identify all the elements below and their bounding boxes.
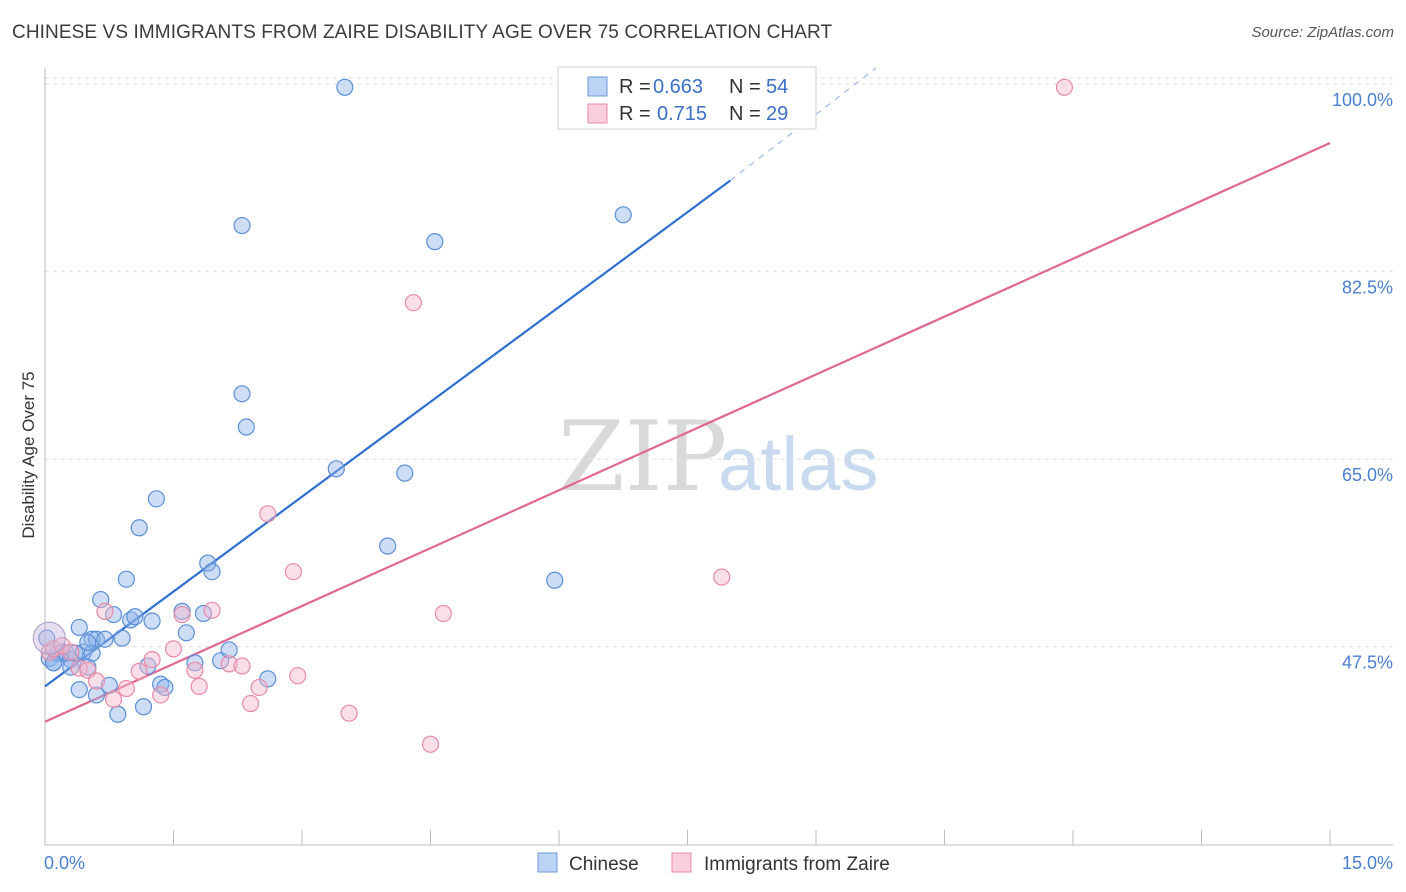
watermark: ZIP atlas <box>558 401 879 513</box>
point-zaire-28 <box>434 604 452 623</box>
legend-n-value-chinese: 54 <box>766 76 788 98</box>
point-zaire-19 <box>233 657 251 675</box>
point-chinese-34 <box>203 563 221 581</box>
legend-r-label-chinese: R = <box>619 76 651 98</box>
point-chinese-15 <box>100 676 118 694</box>
point-zaire-12 <box>152 686 170 704</box>
watermark-zip: ZIP <box>558 401 727 513</box>
series-legend-swatch-zaire <box>671 852 692 873</box>
x-tick-label-min: 0.0% <box>44 853 85 873</box>
series-legend-label-chinese: Chinese <box>569 854 639 875</box>
point-zaire-29 <box>713 568 731 586</box>
legend-swatch-chinese <box>587 76 608 97</box>
point-zaire-16 <box>190 677 208 695</box>
point-zaire-9 <box>117 679 135 698</box>
y-tick-labels: 47.5% 65.0% 82.5% 100.0% <box>1332 90 1393 673</box>
point-zaire-7 <box>96 602 114 620</box>
point-zaire-10 <box>130 662 148 680</box>
point-zaire-22 <box>259 505 277 523</box>
watermark-atlas: atlas <box>718 422 879 507</box>
point-chinese-39 <box>237 418 255 436</box>
point-chinese-38 <box>233 216 251 235</box>
legend-r-value-chinese: 0.663 <box>653 76 703 98</box>
point-chinese-47 <box>379 537 397 555</box>
correlation-legend: R = 0.663 N = 54 R = 0.715 N = 29 <box>557 66 817 130</box>
y-tick-label-0: 47.5% <box>1342 653 1393 673</box>
point-chinese-18 <box>113 629 131 647</box>
point-cluster-overlap <box>32 621 66 655</box>
legend-n-label-chinese: N = <box>729 76 761 98</box>
point-chinese-36 <box>220 641 238 659</box>
point-zaire-18 <box>220 655 238 673</box>
point-chinese-52 <box>336 78 354 96</box>
point-chinese-45 <box>70 680 88 699</box>
legend-n-label-zaire: N = <box>729 103 761 125</box>
axes <box>44 68 1393 846</box>
point-zaire-2 <box>53 637 71 655</box>
point-chinese-21 <box>126 608 144 626</box>
y-axis-label: Disability Age Over 75 <box>19 371 38 538</box>
legend-r-value-zaire: 0.715 <box>657 103 707 125</box>
series-legend-label-zaire: Immigrants from Zaire <box>704 854 890 875</box>
point-chinese-14 <box>96 630 114 648</box>
legend-r-label-zaire: R = <box>619 103 651 125</box>
point-zaire-26 <box>404 294 422 312</box>
point-zaire-24 <box>289 667 307 685</box>
trend-line-chinese <box>44 179 731 688</box>
point-zaire-30 <box>1055 78 1074 96</box>
point-chinese-44 <box>83 644 101 662</box>
point-zaire-14 <box>173 605 191 624</box>
point-zaire-21 <box>250 678 268 697</box>
point-zaire-25 <box>340 704 358 722</box>
point-zaire-15 <box>186 661 204 679</box>
series-legend: Chinese Immigrants from Zaire <box>537 852 890 875</box>
point-zaire-3 <box>62 643 80 661</box>
point-chinese-42 <box>87 686 106 704</box>
point-zaire-6 <box>87 672 106 690</box>
point-chinese-43 <box>44 654 63 672</box>
point-zaire-23 <box>284 563 303 581</box>
point-chinese-19 <box>117 570 135 588</box>
point-chinese-17 <box>109 705 127 723</box>
point-zaire-11 <box>143 650 161 669</box>
point-chinese-37 <box>233 385 251 403</box>
legend-n-value-zaire: 29 <box>766 103 788 125</box>
legend-swatch-zaire <box>587 103 608 124</box>
point-chinese-49 <box>426 233 444 251</box>
point-chinese-23 <box>134 698 153 716</box>
point-chinese-48 <box>396 464 414 482</box>
source-credit: Source: ZipAtlas.com <box>1251 24 1394 41</box>
point-chinese-53 <box>79 633 97 652</box>
point-zaire-8 <box>104 690 123 708</box>
point-chinese-25 <box>143 612 161 630</box>
point-chinese-46 <box>327 460 345 478</box>
y-tick-label-1: 65.0% <box>1342 465 1393 485</box>
point-chinese-8 <box>70 618 88 637</box>
point-chinese-22 <box>130 519 148 537</box>
y-tick-label-2: 82.5% <box>1342 278 1393 298</box>
point-zaire-20 <box>242 694 260 713</box>
point-chinese-0 <box>38 629 56 647</box>
point-chinese-33 <box>199 554 217 572</box>
trend-lines <box>44 67 1331 723</box>
y-tick-label-3: 100.0% <box>1332 90 1393 110</box>
point-chinese-51 <box>614 206 632 224</box>
x-tick-label-max: 15.0% <box>1342 853 1393 873</box>
point-chinese-50 <box>546 571 564 589</box>
chart-title: CHINESE VS IMMIGRANTS FROM ZAIRE DISABIL… <box>12 22 833 43</box>
point-zaire-17 <box>203 601 221 619</box>
series-legend-swatch-chinese <box>537 852 558 873</box>
trend-line-zaire <box>44 142 1331 723</box>
point-chinese-30 <box>177 624 195 642</box>
gridlines <box>45 77 1393 648</box>
data-points <box>32 78 1074 753</box>
point-chinese-26 <box>147 490 165 508</box>
point-zaire-13 <box>164 640 183 658</box>
point-chinese-41 <box>62 658 80 676</box>
point-zaire-27 <box>421 735 440 753</box>
